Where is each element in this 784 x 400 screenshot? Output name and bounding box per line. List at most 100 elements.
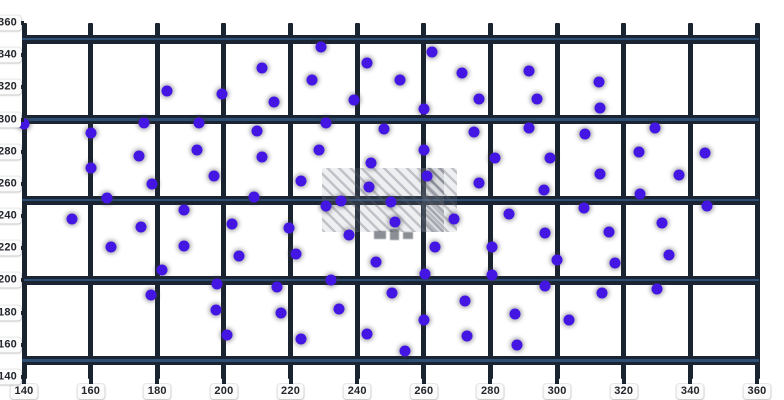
x-tick: [221, 378, 226, 385]
data-point: [579, 128, 591, 140]
y-gridline: [22, 278, 759, 282]
data-point: [105, 241, 117, 253]
data-point: [161, 85, 173, 97]
y-tick: [18, 53, 24, 58]
data-point: [325, 274, 337, 286]
data-point: [594, 102, 606, 114]
y-tick: [18, 375, 24, 379]
data-point: [365, 157, 376, 169]
x-tick-label: 340: [676, 384, 704, 399]
y-tick: [18, 246, 24, 251]
data-point: [426, 46, 438, 58]
data-point: [138, 117, 150, 129]
y-tick: [18, 181, 24, 186]
data-point: [486, 241, 498, 253]
data-point: [448, 213, 460, 224]
x-gridline: [687, 23, 693, 379]
watermark-glyph: [403, 232, 413, 239]
x-gridline: [221, 23, 227, 379]
data-point: [456, 67, 468, 79]
x-gridline: [354, 23, 360, 379]
data-point: [66, 213, 78, 225]
data-point: [544, 152, 556, 164]
data-point: [85, 162, 97, 174]
x-gridline: [88, 23, 94, 379]
data-point: [394, 74, 406, 86]
x-tick-label: 320: [610, 384, 638, 399]
y-tick: [18, 117, 24, 122]
y-gridline: [22, 198, 759, 201]
y-tick-label: 240: [0, 208, 21, 224]
watermark-glyph: [390, 229, 399, 240]
data-point: [191, 144, 203, 156]
data-point: [221, 329, 233, 341]
data-point: [133, 150, 145, 162]
x-tick: [288, 378, 293, 385]
data-point: [306, 74, 318, 86]
data-point: [361, 57, 373, 69]
data-point: [473, 93, 485, 105]
watermark: [322, 168, 457, 240]
y-gridband: [22, 356, 759, 366]
x-tick: [22, 378, 26, 385]
data-point: [135, 221, 147, 233]
x-gridline: [421, 23, 427, 379]
y-gridband: [22, 115, 759, 125]
data-point: [290, 248, 302, 260]
x-gridline: [487, 23, 493, 379]
data-point: [673, 169, 685, 181]
data-point: [489, 152, 501, 164]
data-point: [473, 177, 485, 189]
data-point: [418, 144, 430, 156]
x-tick-label: 240: [343, 384, 371, 399]
data-point: [18, 118, 30, 130]
data-point: [649, 122, 661, 134]
data-point: [295, 333, 307, 345]
x-tick-label: 360: [743, 384, 771, 399]
x-gridline: [621, 23, 627, 379]
x-tick: [621, 378, 626, 385]
data-point: [594, 168, 606, 180]
data-point: [216, 88, 228, 100]
watermark-hatch-strip: [422, 168, 444, 232]
x-gridline: [554, 23, 560, 379]
data-point: [178, 204, 190, 216]
data-point: [563, 314, 575, 326]
data-point: [256, 151, 268, 163]
x-tick: [555, 378, 560, 385]
data-point: [363, 181, 375, 193]
data-point: [193, 117, 205, 129]
data-point: [399, 345, 411, 357]
data-point: [418, 314, 430, 326]
y-tick: [18, 342, 24, 347]
data-point: [211, 278, 223, 290]
y-tick: [18, 149, 24, 154]
data-point: [609, 257, 621, 269]
data-point: [313, 144, 325, 156]
y-tick-label: 180: [0, 305, 21, 321]
x-gridline: [754, 23, 760, 379]
y-tick-label: 140: [0, 369, 21, 385]
y-gridband: [22, 195, 759, 205]
y-tick-label: 260: [0, 176, 21, 192]
data-point: [283, 222, 295, 234]
data-point: [85, 127, 97, 139]
data-point: [145, 289, 157, 301]
y-tick: [18, 278, 24, 283]
data-point: [539, 280, 551, 292]
x-gridline: [154, 23, 160, 379]
data-point: [603, 226, 615, 238]
data-point: [333, 303, 345, 315]
x-tick-label: 220: [277, 384, 305, 399]
data-point: [210, 304, 222, 316]
y-gridline: [22, 359, 759, 362]
y-tick-label: 300: [0, 112, 21, 128]
data-point: [633, 146, 645, 158]
y-gridline: [22, 118, 759, 121]
y-tick-label: 360: [0, 15, 21, 31]
